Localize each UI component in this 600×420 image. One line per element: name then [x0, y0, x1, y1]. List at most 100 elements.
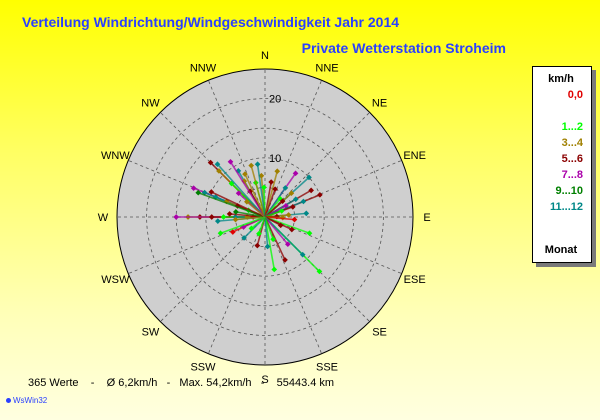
- data-line-66: [264, 216, 269, 247]
- data-line-23: [216, 163, 266, 218]
- direction-label-nw: NW: [141, 97, 160, 109]
- legend-item-2: 1...2: [561, 121, 583, 133]
- data-point-45: [308, 187, 314, 194]
- direction-label-wsw: WSW: [101, 274, 130, 286]
- data-point-39: [292, 170, 299, 177]
- data-point-8: [226, 211, 233, 217]
- data-point-71: [229, 229, 236, 235]
- legend-header: km/h: [548, 73, 574, 85]
- direction-label-wnw: WNW: [101, 150, 130, 162]
- data-point-53: [285, 212, 292, 218]
- data-point-63: [282, 257, 288, 263]
- grid-ring-3: [146, 98, 384, 336]
- data-line-30: [244, 173, 266, 218]
- data-point-64: [270, 236, 276, 243]
- legend-item-7: 11...12: [549, 201, 583, 213]
- direction-label-sse: SSE: [316, 362, 338, 374]
- data-point-65: [271, 266, 278, 273]
- data-point-52: [303, 210, 310, 217]
- data-point-44: [279, 198, 286, 204]
- legend-item-6: 9...10: [555, 185, 583, 197]
- data-point-9: [233, 209, 239, 215]
- data-point-67: [254, 242, 261, 249]
- data-point-56: [291, 216, 298, 223]
- data-point-18: [195, 189, 202, 196]
- data-point-3: [208, 214, 215, 220]
- data-point-12: [190, 185, 197, 191]
- data-point-25: [244, 198, 250, 205]
- direction-label-se: SE: [372, 327, 387, 339]
- grid-spoke-ese: [264, 216, 402, 275]
- grid-spoke-ssw: [207, 216, 266, 354]
- legend-item-3: 3...4: [561, 137, 583, 149]
- data-line-29: [229, 161, 266, 218]
- ring-label-20: 20: [269, 94, 281, 106]
- credit: WsWin32: [6, 396, 47, 405]
- data-point-48: [317, 191, 323, 198]
- data-line-32: [250, 165, 266, 218]
- data-point-70: [248, 225, 255, 232]
- data-line-73: [220, 216, 266, 234]
- data-point-38: [272, 186, 278, 193]
- legend: km/h 0,0 1...2 3...4 5...6 7...8 9...10 …: [532, 66, 592, 263]
- data-point-37: [274, 168, 281, 175]
- data-point-43: [288, 190, 295, 197]
- data-line-9: [235, 211, 266, 218]
- data-point-49: [300, 198, 307, 205]
- data-point-29: [227, 158, 234, 165]
- data-point-62: [285, 241, 291, 248]
- data-line-35: [256, 164, 266, 218]
- data-point-58: [288, 226, 295, 233]
- data-point-68: [256, 230, 262, 237]
- data-point-73: [217, 230, 224, 237]
- chart-subtitle: Private Wetterstation Stroheim: [301, 40, 506, 56]
- legend-item-0: 0,0: [567, 89, 583, 101]
- data-point-40: [282, 185, 289, 191]
- data-point-36: [268, 179, 274, 185]
- data-line-25: [246, 201, 266, 218]
- credit-icon: [6, 398, 11, 404]
- data-line-11: [235, 216, 266, 221]
- data-point-2: [173, 214, 180, 220]
- data-point-20: [207, 159, 214, 166]
- chart-title: Verteilung Windrichtung/Windgeschwindigk…: [22, 14, 400, 30]
- stats-line: 365 Werte - Ø 6,2km/h - Max. 54,2km/h - …: [28, 377, 335, 389]
- data-point-50: [289, 204, 296, 210]
- data-line-19: [211, 191, 266, 218]
- data-line-44: [264, 200, 284, 218]
- direction-label-ese: ESE: [404, 274, 426, 286]
- ring-label-10: 10: [269, 153, 281, 165]
- direction-label-nnw: NNW: [190, 62, 217, 74]
- data-point-60: [316, 268, 323, 275]
- data-point-59: [277, 222, 284, 229]
- data-point-69: [241, 235, 247, 241]
- data-point-24: [235, 190, 242, 197]
- data-line-38: [264, 188, 276, 218]
- data-point-42: [306, 174, 312, 181]
- direction-label-ssw: SSW: [190, 362, 216, 374]
- direction-label-w: W: [98, 212, 109, 224]
- data-point-21: [216, 168, 222, 174]
- data-line-56: [264, 216, 295, 221]
- data-point-32: [248, 162, 255, 169]
- data-line-18: [197, 191, 266, 218]
- direction-label-s: S: [261, 374, 268, 386]
- data-point-23: [214, 161, 221, 168]
- data-point-11: [232, 216, 239, 223]
- legend-item-5: 7...8: [561, 169, 583, 181]
- data-point-61: [299, 251, 306, 258]
- direction-label-nne: NNE: [315, 62, 338, 74]
- data-line-59: [264, 216, 282, 227]
- data-point-57: [306, 230, 313, 237]
- direction-label-e: E: [423, 212, 430, 224]
- grid-spoke-nne: [264, 80, 323, 218]
- grid-spoke-nnw: [207, 80, 266, 218]
- direction-label-ene: ENE: [403, 150, 426, 162]
- legend-item-4: 5...6: [561, 153, 583, 165]
- data-point-34: [261, 184, 267, 191]
- direction-label-ne: NE: [372, 97, 387, 109]
- data-point-19: [208, 189, 215, 195]
- credit-text: WsWin32: [13, 396, 48, 405]
- data-line-62: [264, 216, 289, 245]
